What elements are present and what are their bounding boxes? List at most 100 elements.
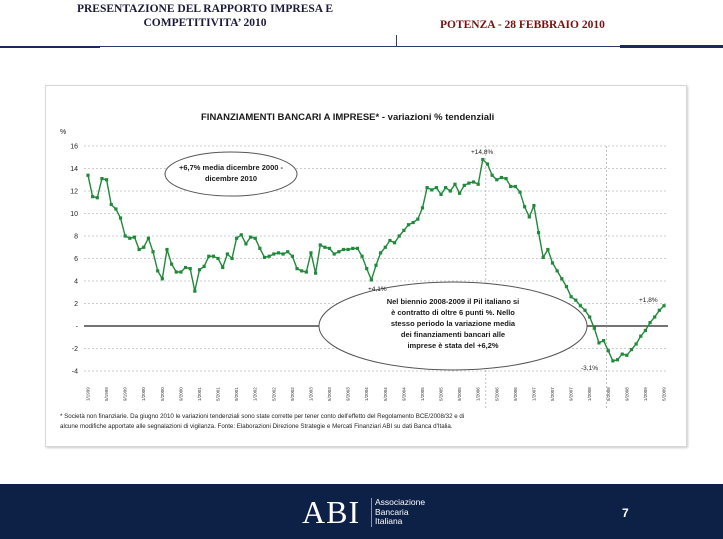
x-tick-label: 1/2000 (141, 387, 146, 401)
y-tick-label: 14 (70, 166, 78, 173)
data-point (532, 204, 536, 208)
y-tick-label: 12 (70, 189, 78, 196)
data-point (574, 298, 578, 302)
data-point (193, 289, 197, 293)
data-point (156, 269, 160, 273)
header-rule-right (400, 46, 723, 47)
data-point (239, 233, 243, 237)
y-tick-label: 16 (70, 144, 78, 151)
data-point (662, 304, 666, 308)
y-tick-label: 2 (74, 301, 78, 308)
chart-footnote: * Società non finanziarie. Da giugno 201… (60, 413, 464, 430)
data-point (513, 184, 517, 189)
data-point (95, 196, 99, 200)
data-point (643, 328, 648, 333)
data-point (132, 235, 137, 239)
data-point (564, 285, 569, 289)
data-point (369, 278, 373, 282)
data-point (536, 231, 541, 235)
data-point (467, 181, 471, 185)
data-point (402, 228, 406, 232)
x-tick-label: 9/2001 (234, 387, 239, 401)
data-point (146, 236, 150, 240)
data-point (639, 334, 643, 338)
x-tick-label: 5/2002 (271, 387, 276, 401)
data-point (91, 195, 95, 199)
data-point (128, 236, 132, 240)
annotation-2-line5: imprese è stata del +6,2% (407, 341, 498, 350)
data-point (416, 217, 420, 221)
data-point (230, 256, 234, 261)
data-point (258, 246, 262, 250)
data-point (253, 236, 257, 240)
x-tick-label: 9/2007 (569, 387, 574, 401)
data-point (379, 251, 383, 255)
data-point (272, 252, 276, 256)
data-point (104, 178, 109, 182)
data-point (221, 265, 225, 270)
data-point (160, 277, 164, 281)
data-point (629, 348, 634, 352)
x-tick-label: 9/2005 (457, 387, 462, 401)
peak-label-max: +14,8% (471, 149, 493, 156)
footnote-line1: * Società non finanziarie. Da giugno 201… (60, 413, 464, 420)
data-point (341, 247, 346, 252)
data-point (430, 188, 434, 192)
x-tick-label: 9/2000 (178, 387, 183, 401)
x-tick-label: 9/2006 (513, 387, 518, 401)
data-point (109, 202, 113, 207)
x-tick-label: 1/2008 (587, 387, 592, 401)
x-tick-label: 9/1999 (123, 387, 128, 401)
annotation-2: Nel biennio 2008-2009 il Pil italiano si… (387, 297, 520, 350)
data-point (276, 251, 281, 255)
data-point (495, 178, 499, 182)
data-point (244, 242, 248, 246)
data-point (499, 175, 504, 180)
data-point (406, 223, 411, 227)
data-point (578, 304, 582, 308)
data-point (606, 349, 610, 353)
x-tick-label: 5/2008 (606, 387, 611, 401)
data-point (197, 268, 202, 272)
y-tick-label: 10 (70, 211, 78, 218)
data-point (374, 263, 378, 267)
data-point (314, 271, 318, 275)
data-point (592, 326, 596, 330)
data-point (611, 359, 615, 363)
x-tick-label: 5/2000 (160, 387, 165, 401)
data-point (648, 321, 652, 325)
data-point (448, 189, 452, 193)
data-point (360, 254, 364, 258)
data-point (165, 247, 169, 252)
peak-label-local-min: +4,1% (368, 286, 387, 293)
data-point (597, 341, 601, 345)
data-point (337, 250, 341, 254)
data-point (211, 254, 216, 258)
peak-label-last: +1,8% (639, 297, 658, 304)
data-point (476, 182, 480, 186)
abi-logo: ABI (302, 494, 361, 530)
data-point (174, 270, 178, 274)
chart-series (86, 157, 666, 363)
data-point (262, 255, 267, 259)
annotation-1-line1: +6,7% media dicembre 2000 - (179, 163, 284, 172)
data-point (560, 277, 564, 281)
data-point (490, 173, 494, 177)
y-tick-label: 6 (74, 256, 78, 263)
data-point (588, 315, 592, 319)
x-tick-label: 5/2007 (550, 387, 555, 401)
data-point (634, 342, 638, 346)
abi-logo-sub-2: Bancaria (375, 506, 409, 517)
data-point (281, 252, 285, 256)
data-point (300, 269, 304, 273)
data-point (207, 254, 211, 258)
data-point (123, 234, 127, 238)
data-point (142, 245, 146, 249)
header-rule-left (0, 46, 100, 48)
x-tick-label: 1/2007 (531, 387, 536, 401)
x-tick-label: 1/2001 (197, 387, 202, 401)
data-point (267, 254, 271, 258)
data-point (309, 251, 313, 255)
data-point (439, 192, 443, 196)
x-tick-label: 5/1999 (104, 387, 109, 401)
